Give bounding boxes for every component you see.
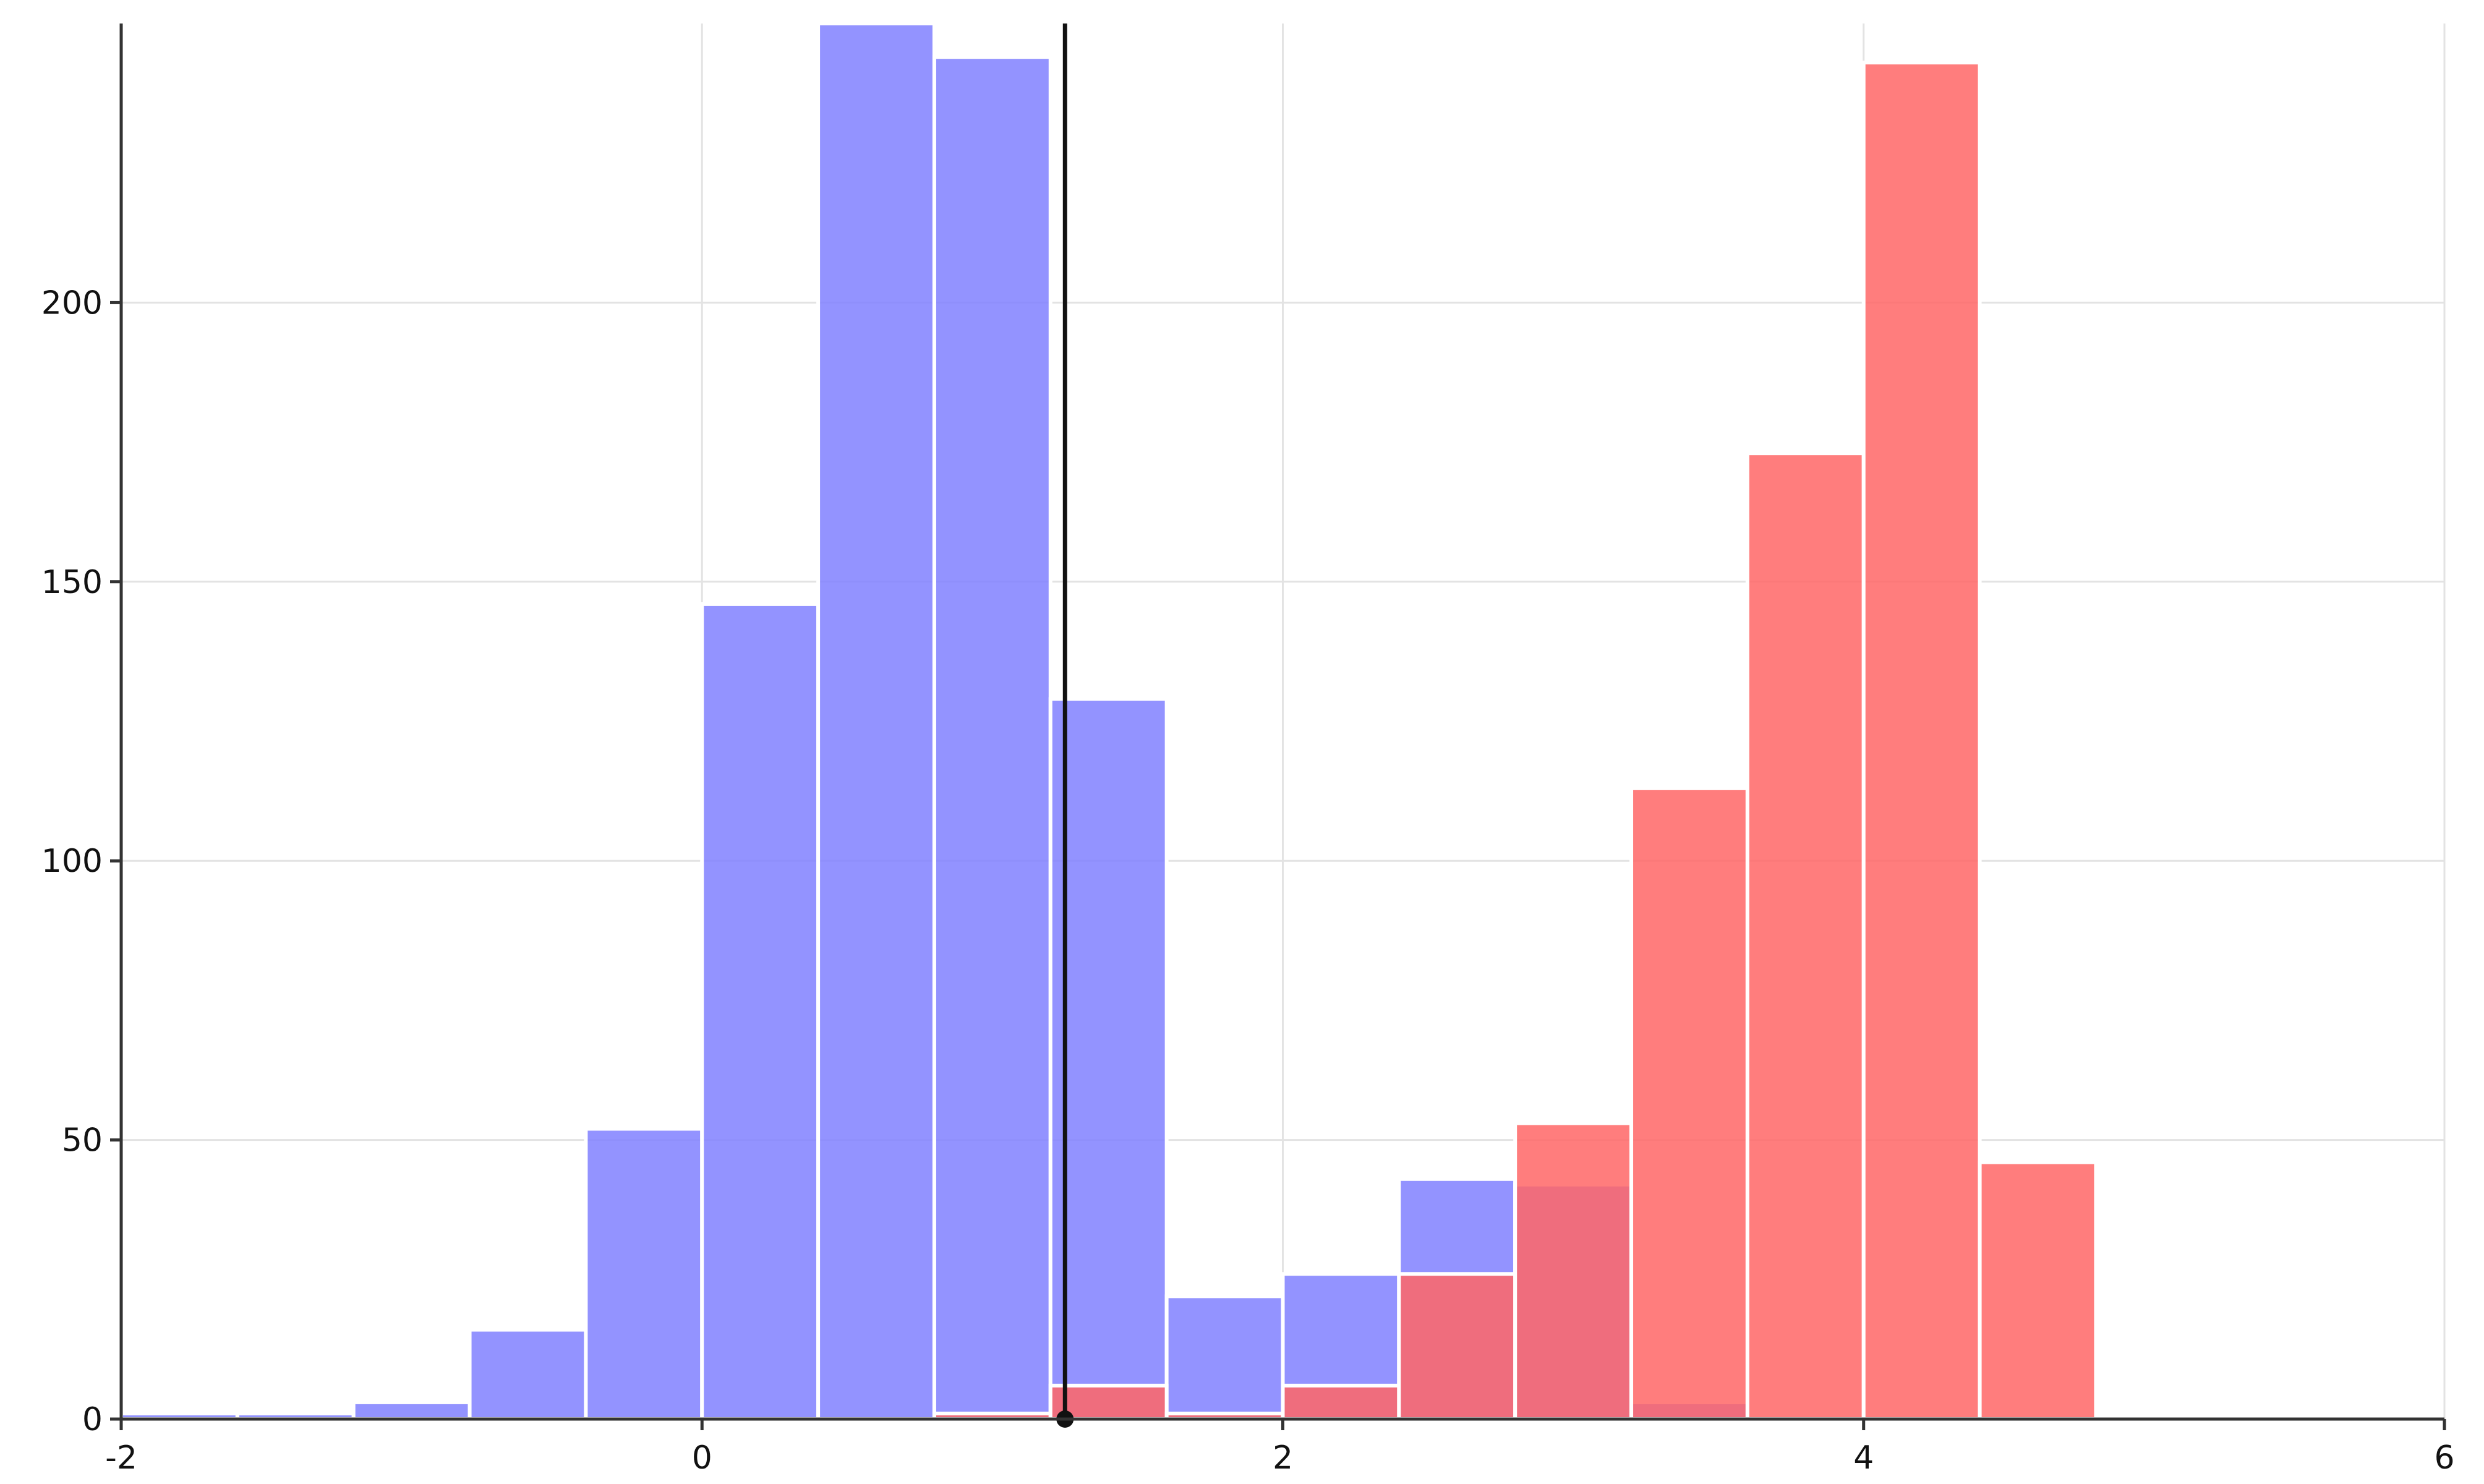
- histogram-bar-series-1: [1164, 1294, 1285, 1422]
- y-tick-label: 150: [41, 564, 103, 601]
- y-tick-label: 0: [82, 1401, 103, 1438]
- histogram-bar-series-1: [584, 1127, 704, 1421]
- histogram-bar-series-1: [816, 22, 936, 1421]
- histogram-bar-series-2: [1745, 451, 1866, 1421]
- histogram-bar-series-2: [1397, 1272, 1517, 1421]
- x-tick-label: 0: [692, 1439, 712, 1477]
- x-tick-label: 2: [1273, 1439, 1293, 1477]
- x-tick-label: 4: [1853, 1439, 1874, 1477]
- histogram-bar-series-1: [467, 1328, 588, 1421]
- histogram-bar-series-2: [1978, 1160, 2098, 1422]
- y-tick-label: 100: [41, 843, 103, 880]
- y-tick-label: 50: [62, 1122, 103, 1159]
- histogram-bar-series-2: [1629, 786, 1749, 1422]
- histogram-bar-series-2: [1861, 61, 1982, 1421]
- x-tick-label: -2: [105, 1439, 137, 1477]
- histogram-bar-series-1: [351, 1400, 472, 1422]
- histogram-bar-series-1: [932, 55, 1052, 1422]
- histogram-bar-series-1: [1048, 697, 1169, 1421]
- histogram-bar-series-2: [1513, 1121, 1634, 1421]
- x-tick-label: 6: [2434, 1439, 2454, 1477]
- histogram-bar-series-1: [700, 602, 821, 1421]
- y-tick-label: 200: [41, 284, 103, 322]
- bars-layer: [119, 22, 2098, 1422]
- histogram-bar-series-2: [1281, 1383, 1401, 1422]
